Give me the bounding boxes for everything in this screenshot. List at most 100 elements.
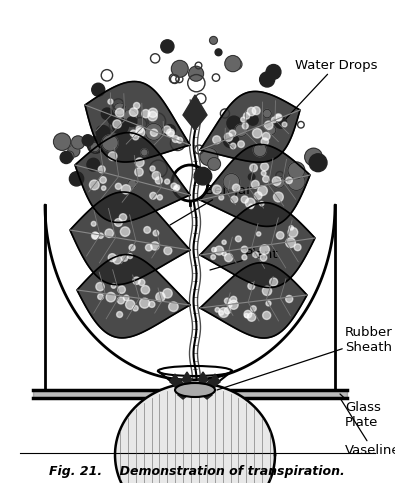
Circle shape (260, 245, 269, 255)
Circle shape (260, 255, 267, 261)
Circle shape (266, 301, 271, 306)
Polygon shape (75, 133, 190, 223)
Circle shape (294, 244, 301, 251)
Circle shape (130, 130, 137, 137)
Text: Vaseline: Vaseline (340, 398, 395, 456)
Text: Glass
Plate: Glass Plate (340, 394, 381, 429)
Polygon shape (190, 384, 200, 396)
Polygon shape (198, 372, 208, 384)
Circle shape (309, 154, 327, 171)
Circle shape (263, 312, 271, 319)
Circle shape (252, 107, 260, 114)
Circle shape (134, 102, 140, 109)
Circle shape (258, 186, 267, 196)
Circle shape (289, 226, 293, 230)
Circle shape (219, 195, 224, 200)
Circle shape (288, 173, 305, 190)
Circle shape (155, 177, 162, 184)
Circle shape (133, 305, 138, 311)
Circle shape (115, 219, 122, 227)
Circle shape (113, 120, 121, 128)
Circle shape (164, 247, 172, 255)
Circle shape (229, 300, 238, 309)
Circle shape (64, 151, 74, 160)
Ellipse shape (175, 383, 215, 397)
Polygon shape (200, 203, 315, 287)
Polygon shape (70, 192, 190, 284)
Circle shape (175, 185, 180, 190)
Circle shape (215, 308, 220, 312)
Circle shape (87, 158, 100, 171)
Circle shape (150, 166, 155, 171)
Circle shape (68, 145, 80, 157)
Polygon shape (205, 379, 215, 391)
Circle shape (224, 254, 233, 262)
Circle shape (102, 108, 113, 120)
Circle shape (145, 123, 162, 140)
Circle shape (165, 179, 169, 184)
Circle shape (96, 283, 104, 291)
Circle shape (92, 232, 99, 239)
Circle shape (70, 172, 84, 186)
Circle shape (96, 126, 110, 139)
Circle shape (82, 135, 93, 146)
Circle shape (273, 176, 285, 188)
Circle shape (173, 186, 179, 191)
Circle shape (167, 129, 175, 137)
Circle shape (230, 143, 236, 149)
Circle shape (224, 298, 230, 304)
Circle shape (241, 196, 248, 203)
Circle shape (141, 149, 148, 156)
Circle shape (266, 65, 281, 79)
Circle shape (152, 171, 160, 180)
Circle shape (223, 173, 240, 190)
Circle shape (128, 254, 133, 258)
Circle shape (262, 132, 270, 140)
Circle shape (245, 313, 248, 317)
Circle shape (89, 180, 99, 190)
Circle shape (275, 116, 286, 128)
Circle shape (261, 171, 266, 176)
Circle shape (157, 195, 162, 200)
Polygon shape (210, 374, 220, 386)
Circle shape (118, 286, 126, 294)
Circle shape (272, 177, 281, 185)
Circle shape (108, 114, 118, 125)
Circle shape (224, 308, 231, 314)
Circle shape (122, 110, 138, 126)
Circle shape (150, 192, 156, 199)
Circle shape (114, 103, 126, 115)
Circle shape (211, 255, 216, 259)
Circle shape (305, 148, 322, 166)
Circle shape (92, 233, 98, 239)
Circle shape (113, 118, 128, 134)
Circle shape (115, 183, 121, 189)
Circle shape (232, 184, 240, 192)
Circle shape (215, 246, 224, 255)
Polygon shape (170, 374, 180, 386)
Text: Plant: Plant (210, 248, 278, 270)
Circle shape (242, 123, 248, 129)
Circle shape (261, 138, 269, 145)
Polygon shape (200, 144, 310, 227)
Circle shape (136, 126, 143, 133)
Circle shape (215, 49, 222, 56)
Circle shape (151, 242, 159, 250)
Circle shape (219, 308, 229, 317)
Circle shape (282, 122, 287, 127)
Polygon shape (183, 95, 207, 130)
Circle shape (113, 256, 122, 264)
Circle shape (139, 279, 145, 285)
Circle shape (121, 255, 128, 261)
Circle shape (124, 295, 129, 300)
Circle shape (144, 227, 150, 233)
Circle shape (54, 133, 71, 150)
Circle shape (130, 108, 138, 116)
Circle shape (241, 246, 248, 253)
Circle shape (148, 108, 158, 117)
Circle shape (153, 230, 159, 236)
Circle shape (227, 116, 241, 130)
Polygon shape (115, 383, 275, 483)
Circle shape (102, 135, 118, 151)
Polygon shape (85, 82, 190, 162)
